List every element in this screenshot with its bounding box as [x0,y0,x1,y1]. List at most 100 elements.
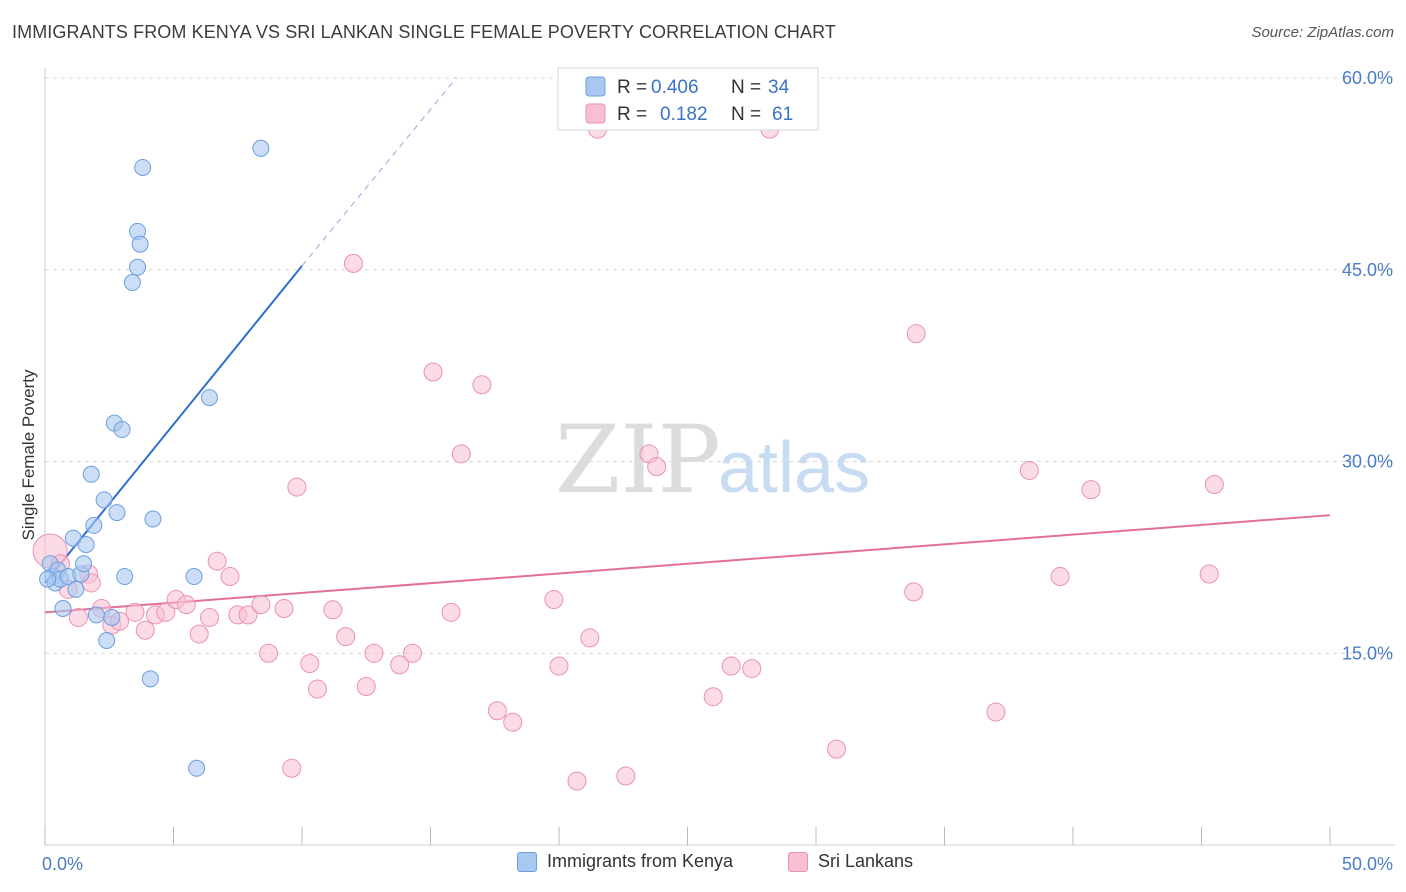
point-kenya [54,600,72,618]
point-kenya [85,516,103,534]
point-srilanka [423,362,443,382]
x-tick-label: 50.0% [1342,854,1393,874]
point-srilanka [403,643,423,663]
point-srilanka [472,375,492,395]
watermark-zip: ZIP [555,406,721,515]
point-kenya [144,510,162,528]
point-srilanka [827,739,847,759]
legend-item-kenya: Immigrants from Kenya [517,851,733,872]
point-srilanka [251,595,271,615]
point-srilanka [189,624,209,644]
y-tick-labels: 15.0% 30.0% 45.0% 60.0% [1342,68,1393,663]
point-srilanka [703,687,723,707]
point-srilanka [544,590,564,610]
point-kenya [98,631,116,649]
point-srilanka [1050,567,1070,587]
watermark: ZIP atlas [555,406,870,515]
point-srilanka [647,457,667,477]
point-srilanka [1204,475,1224,495]
point-kenya [116,568,134,586]
legend-n-label-1: N = [731,77,761,98]
point-srilanka [356,676,376,696]
point-srilanka [207,551,227,571]
series-legend: Immigrants from Kenya Sri Lankans [0,851,1406,877]
point-kenya [134,158,152,176]
point-srilanka [135,620,155,640]
point-srilanka [906,324,926,344]
point-kenya [141,670,159,688]
point-srilanka [441,602,461,622]
trend-lines [44,77,1331,614]
trend-line-srilanka [44,514,1331,614]
point-srilanka [323,600,343,620]
grid-lines [45,77,1395,654]
legend-swatch-kenya [585,76,606,97]
point-srilanka [336,627,356,647]
point-kenya [131,235,149,253]
point-srilanka [390,655,410,675]
legend-label-srilanka: Sri Lankans [818,851,914,871]
point-kenya [77,536,95,554]
point-srilanka [282,758,302,778]
point-kenya [103,608,121,626]
point-srilanka [721,656,741,676]
axes [44,68,1395,846]
data-points [32,119,1224,791]
point-srilanka [220,567,240,587]
point-kenya [200,389,218,407]
legend-label-kenya: Immigrants from Kenya [547,851,734,871]
point-kenya [108,504,126,522]
chart-title: IMMIGRANTS FROM KENYA VS SRI LANKAN SING… [12,22,836,42]
point-srilanka [1081,480,1101,500]
point-srilanka [1019,460,1039,480]
source-label: Source: ZipAtlas.com [1251,24,1394,41]
watermark-atlas: atlas [718,428,870,508]
point-srilanka [156,602,176,622]
y-tick-label: 15.0% [1342,643,1393,663]
point-srilanka [616,766,636,786]
point-srilanka [287,477,307,497]
legend-swatch-kenya-bottom [517,851,537,872]
legend-n-value-2: 61 [772,104,793,125]
point-kenya [75,555,93,573]
point-kenya [87,606,105,624]
point-kenya [82,465,100,483]
point-srilanka [364,643,384,663]
point-srilanka [300,653,320,673]
trend-line-kenya-extension [301,77,457,267]
point-kenya [95,491,113,509]
point-kenya [252,139,270,157]
point-kenya [123,274,141,292]
legend-n-value-1: 34 [768,77,790,98]
point-srilanka [125,602,145,622]
legend-r-label-2: R = [617,104,647,125]
point-srilanka [199,607,219,627]
point-kenya [67,580,85,598]
x-tick-label: 0.0% [42,854,83,874]
y-tick-label: 60.0% [1342,68,1393,88]
point-srilanka [274,599,294,619]
point-kenya [185,568,203,586]
legend-item-srilanka: Sri Lankans [788,851,913,872]
point-srilanka [503,712,523,732]
legend-n-label-2: N = [731,104,761,125]
point-srilanka [68,607,88,627]
point-srilanka [343,253,363,273]
point-srilanka [487,701,507,721]
point-srilanka [451,444,471,464]
point-srilanka [986,702,1006,722]
point-srilanka [307,679,327,699]
y-axis-label: Single Female Poverty [19,369,38,541]
point-srilanka [1199,564,1219,584]
point-kenya [188,759,206,777]
legend-r-value-1: 0.406 [651,77,699,98]
trend-line-kenya [44,265,303,584]
point-srilanka [238,605,258,625]
point-srilanka [904,582,924,602]
y-tick-label: 30.0% [1342,452,1393,472]
y-tick-label: 45.0% [1342,260,1393,280]
point-srilanka [567,771,587,791]
x-tick-labels: 0.0% 50.0% [42,854,1393,874]
point-kenya [113,421,131,439]
